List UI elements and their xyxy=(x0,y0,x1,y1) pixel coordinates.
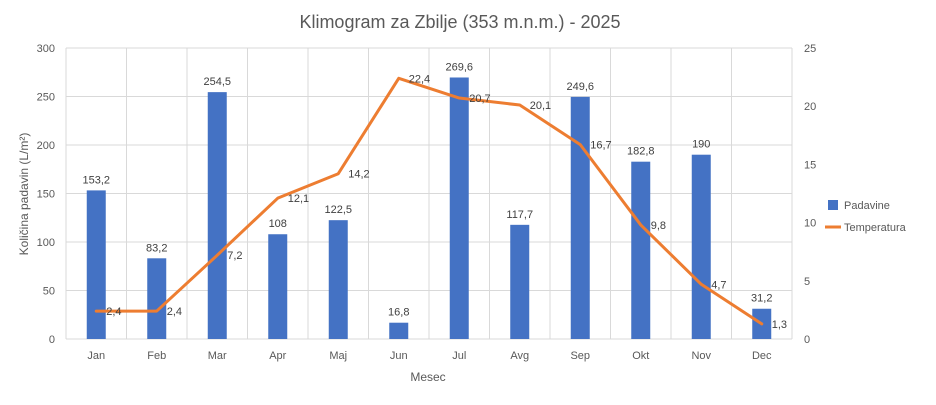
y-tick-label: 300 xyxy=(37,43,55,55)
y-tick-label: 50 xyxy=(43,286,55,298)
line-data-label: 7,2 xyxy=(227,250,242,262)
precipitation-bar xyxy=(570,96,590,339)
line-data-label: 4,7 xyxy=(711,279,726,291)
x-tick-label: Maj xyxy=(329,350,347,362)
precipitation-bar xyxy=(328,220,348,339)
bar-data-label: 249,6 xyxy=(566,81,594,93)
line-data-label: 20,1 xyxy=(530,100,551,112)
y2-tick-label: 10 xyxy=(804,218,816,230)
precipitation-bar xyxy=(510,224,530,339)
precipitation-bars xyxy=(86,77,772,339)
bar-data-label: 16,8 xyxy=(388,307,409,319)
axes: 0 50 100 150 200 250 300 0 5 10 15 20 25 Jan Feb Mar Apr… xyxy=(37,43,817,362)
precipitation-bar xyxy=(207,92,227,339)
x-tick-label: Avg xyxy=(510,350,529,362)
x-tick-label: Jun xyxy=(390,350,408,362)
x-tick-label: Dec xyxy=(752,350,772,362)
y-tick-label: 150 xyxy=(37,189,55,201)
bar-data-label: 83,2 xyxy=(146,242,167,254)
line-data-label: 14,2 xyxy=(348,169,369,181)
x-tick-label: Feb xyxy=(147,350,166,362)
bar-data-label: 122,5 xyxy=(324,204,352,216)
precipitation-bar xyxy=(147,258,167,339)
y2-tick-label: 25 xyxy=(804,43,816,55)
x-tick-label: Jan xyxy=(87,350,105,362)
y-tick-label: 250 xyxy=(37,92,55,104)
data-labels: 153,2 83,2 254,5 108 122,5 16,8 269,6 117,7 249,… xyxy=(82,61,787,330)
x-tick-label: Okt xyxy=(632,350,649,362)
line-data-label: 16,7 xyxy=(590,140,611,152)
y-tick-label: 0 xyxy=(49,334,55,346)
y2-tick-label: 0 xyxy=(804,334,810,346)
bar-data-label: 182,8 xyxy=(627,146,655,158)
bar-data-label: 269,6 xyxy=(445,61,473,73)
legend-swatch-padavine xyxy=(828,200,838,210)
bar-data-label: 254,5 xyxy=(203,76,231,88)
line-data-label: 22,4 xyxy=(409,73,430,85)
x-tick-label: Apr xyxy=(269,350,286,362)
precipitation-bar xyxy=(631,161,651,339)
precipitation-bar xyxy=(691,154,711,339)
legend-label-temperatura: Temperatura xyxy=(844,222,907,234)
precipitation-bar xyxy=(389,322,409,339)
legend: Padavine Temperatura xyxy=(825,200,907,234)
y2-tick-label: 15 xyxy=(804,159,816,171)
chart-title: Klimogram za Zbilje (353 m.n.m.) - 2025 xyxy=(299,12,620,32)
x-tick-label: Nov xyxy=(691,350,711,362)
precipitation-bar xyxy=(268,234,288,339)
bar-data-label: 31,2 xyxy=(751,293,772,305)
y-axis-title: Količina padavin (L/m²) xyxy=(17,133,31,256)
precipitation-bar xyxy=(449,77,469,339)
line-data-label: 2,4 xyxy=(106,306,121,318)
precipitation-bar xyxy=(86,190,106,339)
y2-tick-label: 20 xyxy=(804,101,816,113)
temperature-line xyxy=(94,76,764,326)
bar-data-label: 108 xyxy=(269,218,287,230)
legend-label-padavine: Padavine xyxy=(844,200,890,212)
x-tick-label: Sep xyxy=(570,350,590,362)
line-data-label: 1,3 xyxy=(772,319,787,331)
line-data-label: 12,1 xyxy=(288,193,309,205)
bar-data-label: 153,2 xyxy=(82,174,110,186)
x-axis-title: Mesec xyxy=(410,370,445,384)
y-tick-label: 200 xyxy=(37,140,55,152)
line-data-label: 9,8 xyxy=(651,220,666,232)
bar-data-label: 117,7 xyxy=(506,209,533,221)
x-tick-label: Jul xyxy=(452,350,466,362)
y2-tick-label: 5 xyxy=(804,276,810,288)
line-data-label: 2,4 xyxy=(167,306,182,318)
bar-data-label: 190 xyxy=(692,139,710,151)
gridlines xyxy=(65,47,793,340)
y-tick-label: 100 xyxy=(37,237,55,249)
temperature-line-group xyxy=(94,76,764,326)
x-tick-label: Mar xyxy=(208,350,227,362)
line-data-label: 20,7 xyxy=(469,93,490,105)
